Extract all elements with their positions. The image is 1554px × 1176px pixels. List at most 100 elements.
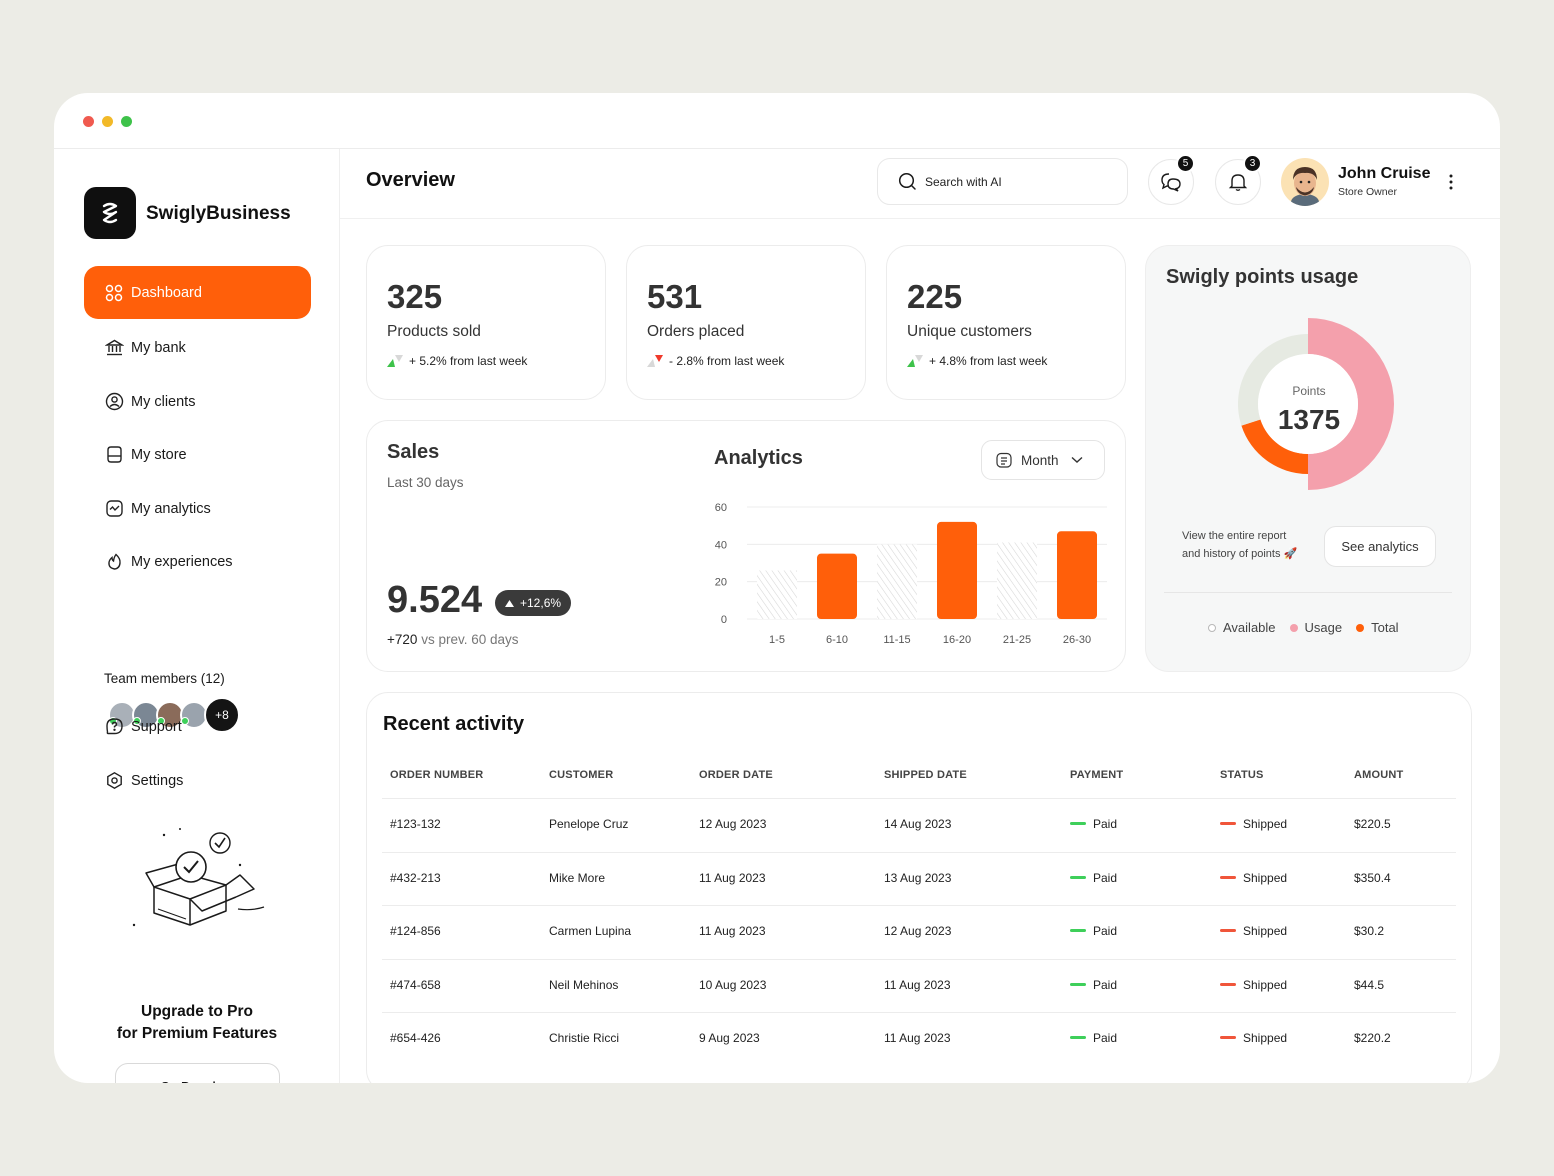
table-cell: Shipped	[1220, 1031, 1287, 1045]
table-cell: Penelope Cruz	[549, 817, 629, 831]
upgrade-title-line2: for Premium Features	[116, 1025, 278, 1042]
table-cell: Paid	[1070, 871, 1117, 885]
search-input[interactable]: Search with AI	[877, 158, 1128, 205]
stat-label: Unique customers	[907, 323, 1032, 340]
table-cell: $350.4	[1354, 870, 1391, 885]
table-cell: 12 Aug 2023	[884, 924, 952, 938]
sidebar-item-support[interactable]: Support	[84, 700, 311, 753]
donut-segment-total[interactable]	[1241, 419, 1308, 474]
donut-segment-usage[interactable]	[1308, 318, 1394, 490]
sidebar-item-dashboard[interactable]: Dashboard	[84, 266, 311, 319]
team-more-badge[interactable]: +8	[204, 697, 240, 733]
messages-count-badge: 5	[1176, 154, 1195, 173]
stat-card-products-sold[interactable]: 325 Products sold + 5.2% from last week	[366, 245, 606, 400]
flame-icon	[104, 552, 124, 572]
table-cell: Paid	[1070, 817, 1117, 831]
table-cell: 11 Aug 2023	[884, 977, 951, 992]
table-header[interactable]: PAYMENT	[1070, 769, 1124, 781]
stat-trend: + 4.8% from last week	[907, 354, 1047, 368]
stat-card-orders-placed[interactable]: 531 Orders placed - 2.8% from last week	[626, 245, 866, 400]
team-avatars[interactable]: +8	[108, 697, 248, 733]
sidebar-item-settings[interactable]: Settings	[84, 754, 311, 807]
bar[interactable]	[997, 542, 1037, 619]
cloud-up-icon	[505, 599, 514, 607]
points-report-line2: and history of points 🚀	[1182, 548, 1298, 560]
sidebar-item-my-store[interactable]: My store	[84, 428, 311, 481]
table-cell: Neil Mehinos	[549, 977, 619, 992]
search-placeholder: Search with AI	[925, 174, 1002, 189]
sales-title: Sales	[387, 441, 440, 463]
analytics-title: Analytics	[714, 447, 803, 469]
shipped-indicator	[1220, 1036, 1236, 1040]
close-window-dot[interactable]	[83, 116, 94, 127]
sidebar-item-my-bank[interactable]: My bank	[84, 321, 311, 374]
sidebar-item-my-analytics[interactable]: My analytics	[84, 482, 311, 535]
x-tick-label: 6-10	[826, 634, 848, 646]
status-text: Shipped	[1243, 977, 1288, 992]
sidebar-item-label: My experiences	[131, 553, 233, 570]
stat-card-unique-customers[interactable]: 225 Unique customers + 4.8% from last we…	[886, 245, 1126, 400]
table-cell: Paid	[1070, 978, 1117, 992]
sidebar-item-label: Dashboard	[131, 284, 202, 301]
period-select[interactable]: Month	[981, 440, 1105, 480]
table-header[interactable]: AMOUNT	[1354, 769, 1404, 781]
analytics-icon	[104, 499, 124, 519]
points-report-text: View the entire report and history of po…	[1182, 527, 1322, 563]
brand-logo-icon[interactable]	[84, 187, 136, 239]
stat-value: 325	[387, 278, 443, 315]
legend-label: Available	[1223, 620, 1276, 635]
store-icon	[104, 445, 124, 465]
table-row-divider	[382, 905, 1456, 906]
bar[interactable]	[1057, 531, 1097, 619]
sidebar-item-my-experiences[interactable]: My experiences	[84, 535, 311, 588]
bell-icon	[1228, 174, 1248, 191]
stat-label: Orders placed	[647, 323, 745, 340]
avatar[interactable]	[132, 701, 160, 729]
table-header[interactable]: SHIPPED DATE	[884, 769, 967, 781]
paid-indicator	[1070, 822, 1086, 826]
table-cell: 9 Aug 2023	[699, 1031, 760, 1045]
table-cell: #654-426	[390, 1031, 441, 1045]
maximize-window-dot[interactable]	[121, 116, 132, 127]
table-header[interactable]: ORDER NUMBER	[390, 769, 484, 781]
see-analytics-button[interactable]: See analytics	[1324, 526, 1436, 567]
bar[interactable]	[877, 544, 917, 619]
search-icon	[898, 172, 916, 190]
minimize-window-dot[interactable]	[102, 116, 113, 127]
sales-prev-text: vs prev. 60 days	[421, 632, 519, 647]
upgrade-title: Upgrade to Pro for Premium Features	[54, 1001, 340, 1045]
window-titlebar	[54, 93, 1500, 149]
legend-item-available: Available	[1208, 620, 1276, 635]
donut-segment-available[interactable]	[1238, 334, 1308, 426]
table-header[interactable]: ORDER DATE	[699, 769, 773, 781]
bar[interactable]	[817, 553, 857, 619]
user-avatar[interactable]	[1281, 158, 1329, 206]
page-title: Overview	[366, 169, 455, 191]
messages-button[interactable]: 5	[1148, 154, 1195, 205]
table-row-divider	[382, 958, 1456, 960]
table-cell: Christie Ricci	[549, 1031, 620, 1045]
notifications-count-badge: 3	[1243, 154, 1262, 173]
help-icon	[104, 717, 124, 737]
status-text: Shipped	[1243, 924, 1288, 938]
table-cell: 14 Aug 2023	[884, 817, 952, 831]
notifications-button[interactable]: 3	[1215, 154, 1262, 205]
status-text: Shipped	[1243, 817, 1288, 831]
donut-center	[1258, 354, 1358, 454]
points-donut-chart[interactable]	[1228, 316, 1402, 492]
recent-activity-title: Recent activity	[383, 713, 525, 735]
sidebar-item-my-clients[interactable]: My clients	[84, 375, 311, 428]
table-header[interactable]: STATUS	[1220, 769, 1264, 781]
table-header[interactable]: CUSTOMER	[549, 769, 614, 781]
more-options-icon[interactable]	[1446, 173, 1456, 191]
table-cell: Carmen Lupina	[549, 924, 632, 938]
grid-icon	[104, 283, 124, 303]
bar[interactable]	[757, 570, 797, 619]
y-tick-label: 40	[715, 539, 727, 551]
bar[interactable]	[937, 521, 977, 619]
stat-value: 531	[647, 278, 703, 315]
stat-value: 225	[907, 278, 963, 315]
status-text: Shipped	[1243, 1031, 1288, 1045]
sales-subtitle: Last 30 days	[387, 475, 464, 490]
go-premium-button[interactable]: Go Premium	[115, 1063, 280, 1083]
